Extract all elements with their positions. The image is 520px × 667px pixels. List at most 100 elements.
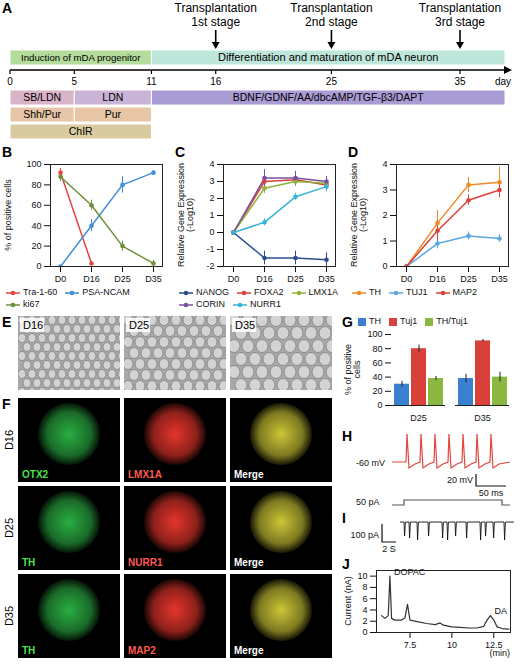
svg-text:D0: D0	[228, 274, 240, 284]
svg-text:100: 100	[367, 329, 382, 339]
svg-text:DA: DA	[494, 606, 507, 616]
svg-text:D16: D16	[3, 430, 15, 450]
svg-text:Merge: Merge	[234, 557, 264, 568]
svg-text:Pur: Pur	[105, 108, 122, 120]
svg-text:8: 8	[362, 582, 367, 592]
svg-text:D25: D25	[410, 413, 427, 423]
svg-text:D35: D35	[235, 319, 255, 331]
svg-text:Transplantation: Transplantation	[419, 1, 501, 15]
svg-text:4: 4	[209, 159, 214, 169]
svg-text:11: 11	[146, 76, 157, 87]
svg-text:80: 80	[31, 180, 41, 190]
svg-text:D35: D35	[145, 274, 162, 284]
svg-text:TH: TH	[22, 557, 35, 568]
svg-text:20 mV: 20 mV	[447, 475, 473, 485]
html-text:A: A	[2, 0, 13, 16]
svg-text:2: 2	[209, 193, 214, 203]
svg-text:D35: D35	[474, 413, 491, 423]
svg-text:0: 0	[362, 627, 367, 637]
svg-text:D25: D25	[3, 518, 15, 538]
svg-text:MAP2: MAP2	[128, 645, 156, 656]
html-text:B: B	[2, 144, 13, 160]
svg-text:ChIR: ChIR	[69, 125, 93, 137]
svg-text:1: 1	[382, 236, 387, 246]
svg-text:D25: D25	[114, 274, 131, 284]
svg-text:3: 3	[382, 185, 387, 195]
svg-text:TH: TH	[22, 645, 35, 656]
svg-text:(-Log10): (-Log10)	[185, 198, 195, 232]
svg-text:6: 6	[362, 594, 367, 604]
svg-text:Differentiation and maturation: Differentiation and maturation of mDA ne…	[218, 51, 439, 63]
svg-text:4: 4	[382, 159, 387, 169]
svg-text:-1: -1	[206, 244, 214, 254]
svg-text:D25: D25	[460, 274, 477, 284]
svg-text:% of positive cells: % of positive cells	[3, 179, 13, 251]
svg-text:Induction of mDA progenitor: Induction of mDA progenitor	[21, 52, 141, 63]
svg-text:(min): (min)	[490, 648, 511, 658]
svg-text:7.5: 7.5	[404, 640, 417, 650]
svg-text:NURR1: NURR1	[128, 557, 163, 568]
svg-text:3rd stage: 3rd stage	[435, 15, 485, 29]
svg-text:-60 mV: -60 mV	[356, 458, 385, 468]
svg-text:0: 0	[36, 261, 41, 271]
svg-text:D25: D25	[129, 319, 149, 331]
svg-text:D16: D16	[429, 274, 446, 284]
svg-text:16: 16	[210, 76, 222, 87]
svg-text:0: 0	[377, 400, 382, 410]
svg-text:2: 2	[382, 210, 387, 220]
svg-text:SB/LDN: SB/LDN	[23, 91, 61, 103]
svg-text:60: 60	[372, 358, 382, 368]
svg-text:10: 10	[447, 640, 457, 650]
svg-text:D25: D25	[287, 274, 304, 284]
svg-text:LDN: LDN	[102, 91, 123, 103]
svg-text:0: 0	[209, 227, 214, 237]
svg-text:Shh/Pur: Shh/Pur	[23, 108, 61, 120]
svg-text:D35: D35	[3, 606, 15, 626]
svg-text:80: 80	[372, 344, 382, 354]
svg-text:BDNF/GDNF/AA/dbcAMP/TGF-β3/DAP: BDNF/GDNF/AA/dbcAMP/TGF-β3/DAPT	[233, 91, 425, 103]
svg-text:day: day	[495, 76, 511, 87]
svg-text:D35: D35	[318, 274, 335, 284]
svg-text:D16: D16	[256, 274, 273, 284]
svg-text:D0: D0	[55, 274, 67, 284]
svg-text:0: 0	[382, 261, 387, 271]
svg-text:Merge: Merge	[234, 469, 264, 480]
svg-text:D16: D16	[83, 274, 100, 284]
svg-text:2 S: 2 S	[382, 544, 396, 554]
svg-text:(-Log10): (-Log10)	[358, 198, 368, 232]
svg-text:20: 20	[31, 241, 41, 251]
svg-text:50 pA: 50 pA	[356, 497, 380, 507]
svg-text:D0: D0	[401, 274, 413, 284]
svg-text:20: 20	[372, 386, 382, 396]
svg-text:Current (nA): Current (nA)	[343, 576, 353, 626]
svg-text:Transplantation: Transplantation	[290, 1, 372, 15]
svg-text:1st stage: 1st stage	[191, 15, 240, 29]
svg-text:Merge: Merge	[234, 645, 264, 656]
svg-text:100: 100	[26, 159, 41, 169]
svg-text:D35: D35	[491, 274, 508, 284]
svg-text:5: 5	[72, 76, 78, 87]
svg-text:50 ms: 50 ms	[479, 488, 504, 498]
svg-text:LMX1A: LMX1A	[128, 469, 162, 480]
svg-text:10: 10	[357, 571, 367, 581]
svg-text:2nd stage: 2nd stage	[305, 15, 358, 29]
svg-text:2: 2	[362, 616, 367, 626]
html-text:C: C	[175, 144, 186, 160]
svg-text:OTX2: OTX2	[22, 469, 49, 480]
svg-text:1: 1	[209, 210, 214, 220]
svg-text:-2: -2	[206, 261, 214, 271]
svg-text:4: 4	[362, 605, 367, 615]
svg-text:3: 3	[209, 176, 214, 186]
svg-text:25: 25	[326, 76, 338, 87]
svg-text:35: 35	[454, 76, 466, 87]
svg-text:40: 40	[372, 372, 382, 382]
svg-text:0: 0	[7, 76, 13, 87]
svg-text:cells: cells	[352, 360, 362, 379]
svg-text:D16: D16	[23, 319, 43, 331]
svg-text:DOPAC: DOPAC	[394, 567, 426, 577]
svg-text:40: 40	[31, 221, 41, 231]
svg-text:60: 60	[31, 200, 41, 210]
svg-text:100 pA: 100 pA	[350, 530, 379, 540]
html-text:D: D	[348, 144, 359, 160]
svg-text:Transplantation: Transplantation	[175, 1, 257, 15]
